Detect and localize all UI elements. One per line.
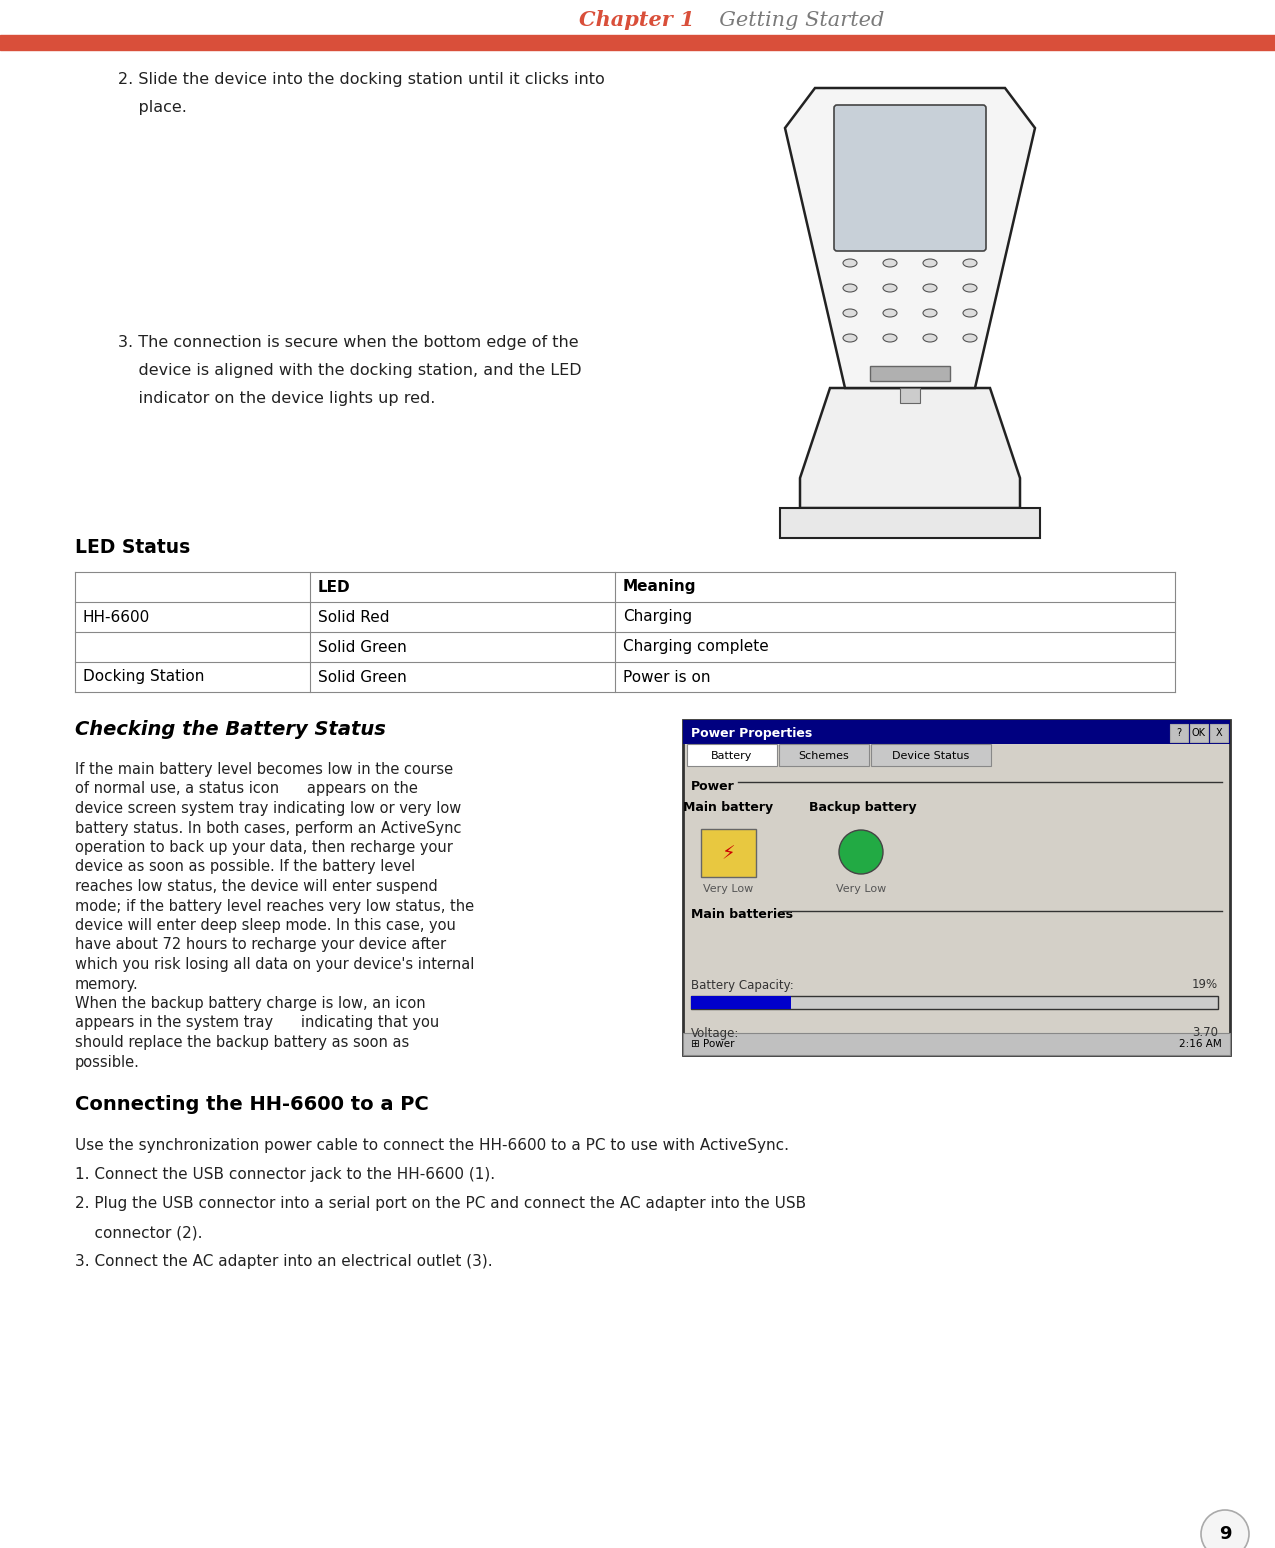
Circle shape — [839, 830, 884, 875]
Text: Charging: Charging — [623, 610, 692, 624]
Bar — [691, 995, 1218, 1009]
Text: LED Status: LED Status — [75, 539, 190, 557]
Bar — [779, 745, 870, 766]
Text: indicator on the device lights up red.: indicator on the device lights up red. — [119, 392, 435, 406]
Text: X: X — [1215, 728, 1223, 738]
Text: possible.: possible. — [75, 1054, 140, 1070]
Text: Device Status: Device Status — [892, 751, 969, 762]
Text: Main battery: Main battery — [683, 802, 773, 814]
Text: 3. The connection is secure when the bottom edge of the: 3. The connection is secure when the bot… — [119, 334, 579, 350]
Text: OK: OK — [1192, 728, 1206, 738]
Text: ⚡: ⚡ — [722, 845, 734, 864]
Bar — [691, 995, 790, 1009]
Text: If the main battery level becomes low in the course: If the main battery level becomes low in… — [75, 762, 453, 777]
Bar — [687, 745, 776, 766]
Text: Solid Green: Solid Green — [317, 639, 407, 655]
Text: Battery Capacity:: Battery Capacity: — [691, 978, 794, 992]
Ellipse shape — [843, 259, 857, 266]
Ellipse shape — [884, 334, 898, 342]
Text: connector (2).: connector (2). — [75, 1224, 203, 1240]
Ellipse shape — [963, 310, 977, 317]
Text: Schemes: Schemes — [798, 751, 849, 762]
Text: 3. Connect the AC adapter into an electrical outlet (3).: 3. Connect the AC adapter into an electr… — [75, 1254, 492, 1269]
Bar — [780, 508, 1040, 539]
Bar — [683, 720, 1230, 1056]
Text: 2. Plug the USB connector into a serial port on the PC and connect the AC adapte: 2. Plug the USB connector into a serial … — [75, 1197, 806, 1211]
Text: Battery: Battery — [711, 751, 752, 762]
Text: Charging complete: Charging complete — [623, 639, 769, 655]
Text: place.: place. — [119, 101, 187, 115]
Text: device screen system tray indicating low or very low: device screen system tray indicating low… — [75, 800, 462, 816]
Ellipse shape — [843, 334, 857, 342]
Bar — [683, 720, 1230, 745]
Text: 2. Slide the device into the docking station until it clicks into: 2. Slide the device into the docking sta… — [119, 73, 604, 87]
Text: Connecting the HH-6600 to a PC: Connecting the HH-6600 to a PC — [75, 1094, 428, 1115]
Ellipse shape — [884, 283, 898, 293]
Text: Solid Red: Solid Red — [317, 610, 389, 624]
Text: which you risk losing all data on your device's internal: which you risk losing all data on your d… — [75, 957, 474, 972]
Text: Backup battery: Backup battery — [810, 802, 917, 814]
Text: Power Properties: Power Properties — [691, 726, 812, 740]
Text: 9: 9 — [1219, 1525, 1232, 1543]
Text: mode; if the battery level reaches very low status, the: mode; if the battery level reaches very … — [75, 898, 474, 913]
Circle shape — [1201, 1509, 1250, 1548]
Text: 3.70: 3.70 — [1192, 1026, 1218, 1040]
Text: Getting Started: Getting Started — [706, 11, 884, 29]
Polygon shape — [785, 88, 1035, 389]
Text: ⊞ Power: ⊞ Power — [691, 1039, 734, 1050]
Bar — [701, 830, 756, 878]
Ellipse shape — [843, 283, 857, 293]
Text: Meaning: Meaning — [623, 579, 696, 594]
Text: battery status. In both cases, perform an ActiveSync: battery status. In both cases, perform a… — [75, 820, 462, 836]
Text: operation to back up your data, then recharge your: operation to back up your data, then rec… — [75, 841, 453, 854]
Ellipse shape — [923, 334, 937, 342]
Text: Power is on: Power is on — [623, 669, 710, 684]
Ellipse shape — [923, 283, 937, 293]
Ellipse shape — [884, 259, 898, 266]
Text: Main batteries: Main batteries — [691, 909, 793, 921]
Polygon shape — [799, 389, 1020, 508]
Bar — [1210, 724, 1228, 741]
Ellipse shape — [884, 310, 898, 317]
FancyBboxPatch shape — [834, 105, 986, 251]
Ellipse shape — [843, 310, 857, 317]
Text: Use the synchronization power cable to connect the HH-6600 to a PC to use with A: Use the synchronization power cable to c… — [75, 1138, 789, 1153]
Bar — [1190, 724, 1207, 741]
Text: reaches low status, the device will enter suspend: reaches low status, the device will ente… — [75, 879, 437, 895]
Text: should replace the backup battery as soon as: should replace the backup battery as soo… — [75, 1036, 409, 1050]
Bar — [900, 389, 921, 402]
Bar — [870, 365, 950, 381]
Text: memory.: memory. — [75, 977, 139, 992]
Text: 2:16 AM: 2:16 AM — [1179, 1039, 1221, 1050]
Text: Voltage:: Voltage: — [691, 1026, 740, 1040]
Ellipse shape — [963, 283, 977, 293]
Text: Very Low: Very Low — [703, 884, 754, 895]
Text: Docking Station: Docking Station — [83, 669, 204, 684]
Text: HH-6600: HH-6600 — [83, 610, 150, 624]
Ellipse shape — [923, 310, 937, 317]
Ellipse shape — [963, 334, 977, 342]
Text: appears in the system tray      indicating that you: appears in the system tray indicating th… — [75, 1015, 440, 1031]
Text: have about 72 hours to recharge your device after: have about 72 hours to recharge your dev… — [75, 938, 446, 952]
Text: LED: LED — [317, 579, 351, 594]
Ellipse shape — [923, 259, 937, 266]
Text: Checking the Battery Status: Checking the Battery Status — [75, 720, 386, 738]
Text: device is aligned with the docking station, and the LED: device is aligned with the docking stati… — [119, 362, 581, 378]
Bar — [683, 1033, 1230, 1056]
Bar — [0, 36, 1275, 50]
Ellipse shape — [963, 259, 977, 266]
Text: of normal use, a status icon      appears on the: of normal use, a status icon appears on … — [75, 782, 418, 797]
Text: Very Low: Very Low — [836, 884, 886, 895]
Bar — [1170, 724, 1188, 741]
Text: device as soon as possible. If the battery level: device as soon as possible. If the batte… — [75, 859, 416, 875]
Text: Solid Green: Solid Green — [317, 669, 407, 684]
Text: Power: Power — [691, 780, 734, 793]
Text: 1. Connect the USB connector jack to the HH-6600 (1).: 1. Connect the USB connector jack to the… — [75, 1167, 495, 1183]
Text: 19%: 19% — [1192, 978, 1218, 992]
Text: ?: ? — [1177, 728, 1182, 738]
Text: When the backup battery charge is low, an icon: When the backup battery charge is low, a… — [75, 995, 426, 1011]
Text: Chapter 1: Chapter 1 — [579, 9, 695, 29]
Bar — [871, 745, 991, 766]
Text: device will enter deep sleep mode. In this case, you: device will enter deep sleep mode. In th… — [75, 918, 456, 933]
